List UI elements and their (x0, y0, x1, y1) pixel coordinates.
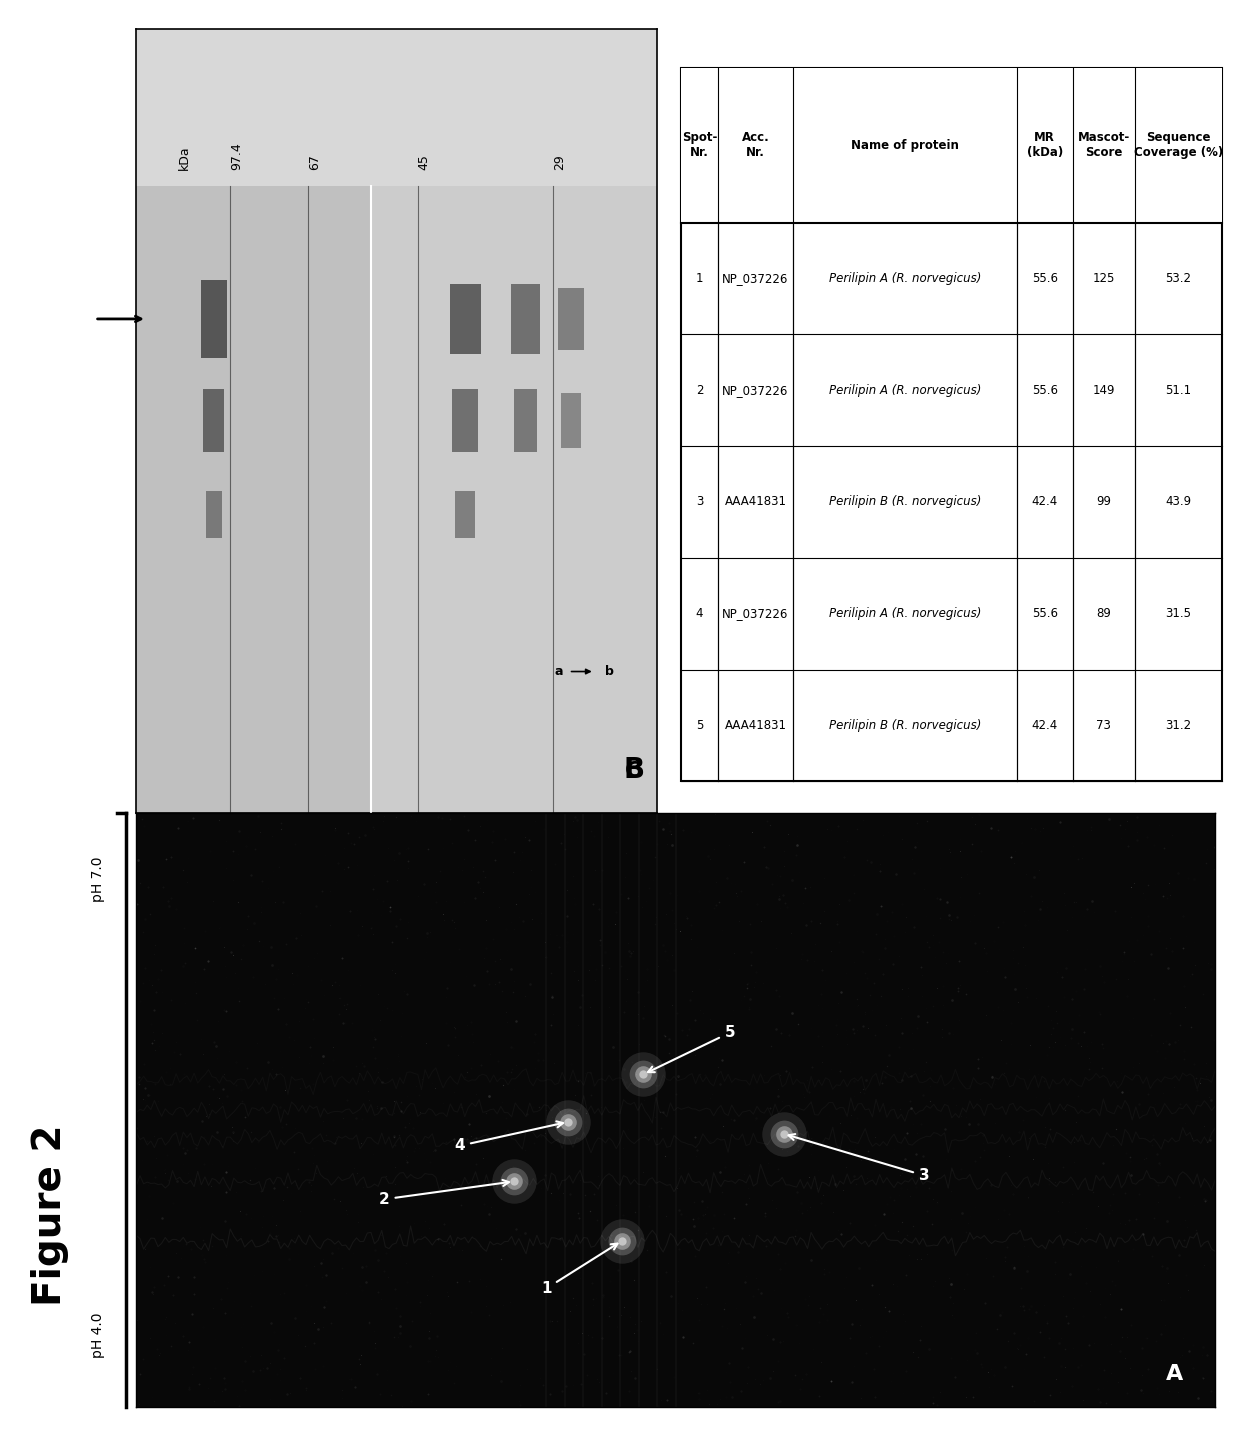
Text: 43.9: 43.9 (1166, 495, 1192, 508)
Text: Perilipin B (R. norvegicus): Perilipin B (R. norvegicus) (828, 495, 981, 508)
Text: 45: 45 (418, 154, 430, 170)
Text: AAA41831: AAA41831 (724, 495, 786, 508)
Text: kDa: kDa (179, 145, 191, 170)
Text: 3: 3 (789, 1135, 929, 1183)
Text: Perilipin A (R. norvegicus): Perilipin A (R. norvegicus) (828, 607, 981, 620)
Text: 31.2: 31.2 (1166, 718, 1192, 731)
Text: Figure 2: Figure 2 (31, 1125, 68, 1306)
Text: 125: 125 (1092, 271, 1115, 284)
Text: MR
(kDa): MR (kDa) (1027, 132, 1063, 160)
Text: 149: 149 (1092, 383, 1115, 396)
Text: Anti-fat IgG: Anti-fat IgG (247, 829, 260, 900)
Text: 29: 29 (553, 154, 565, 170)
Bar (511, 284, 539, 354)
Text: Spot-
Nr.: Spot- Nr. (682, 132, 717, 160)
Text: 42.4: 42.4 (1032, 495, 1058, 508)
Bar (562, 393, 582, 448)
Text: 2: 2 (696, 383, 703, 396)
Text: pH 7.0: pH 7.0 (92, 856, 105, 901)
Text: Acc.
Nr.: Acc. Nr. (742, 132, 769, 160)
Bar (455, 492, 475, 538)
Bar (515, 389, 537, 453)
Bar (136, 186, 371, 813)
Text: C: C (625, 762, 641, 781)
Text: 1: 1 (696, 271, 703, 284)
Bar (371, 186, 657, 813)
Text: 5: 5 (649, 1026, 735, 1072)
Text: 4: 4 (696, 607, 703, 620)
Bar (201, 280, 227, 358)
Text: 4: 4 (455, 1122, 563, 1154)
Text: pH 4.0: pH 4.0 (92, 1312, 105, 1358)
Text: Name of protein: Name of protein (851, 139, 959, 152)
Text: NP_037226: NP_037226 (722, 271, 789, 284)
Text: AAA41831: AAA41831 (724, 718, 786, 731)
Text: Anti-perilipin: Anti-perilipin (507, 829, 521, 908)
Text: 99: 99 (1096, 495, 1111, 508)
Text: 89: 89 (1096, 607, 1111, 620)
Text: Sequence
Coverage (%): Sequence Coverage (%) (1133, 132, 1223, 160)
Text: 55.6: 55.6 (1032, 383, 1058, 396)
Text: b: b (605, 665, 614, 678)
Text: Mascot-
Score: Mascot- Score (1078, 132, 1130, 160)
Bar (681, 68, 1221, 222)
Text: 31.5: 31.5 (1166, 607, 1192, 620)
Text: 55.6: 55.6 (1032, 607, 1058, 620)
Text: 67: 67 (309, 154, 321, 170)
Text: 51.1: 51.1 (1166, 383, 1192, 396)
Text: 97.4: 97.4 (231, 142, 243, 170)
Bar (203, 389, 224, 453)
Text: Perilipin A (R. norvegicus): Perilipin A (R. norvegicus) (828, 383, 981, 396)
Text: 5: 5 (696, 718, 703, 731)
Text: 42.4: 42.4 (1032, 718, 1058, 731)
Text: NP_037226: NP_037226 (722, 607, 789, 620)
Text: A: A (1166, 1364, 1183, 1384)
Bar (558, 287, 584, 350)
Bar (453, 389, 479, 453)
Text: 1: 1 (541, 1244, 618, 1296)
Text: 3: 3 (696, 495, 703, 508)
Text: 53.2: 53.2 (1166, 271, 1192, 284)
Text: B: B (624, 756, 645, 784)
Text: a: a (556, 665, 563, 678)
Text: 73: 73 (1096, 718, 1111, 731)
Bar (450, 284, 481, 354)
Text: 55.6: 55.6 (1032, 271, 1058, 284)
Bar (206, 492, 222, 538)
Text: NP_037226: NP_037226 (722, 383, 789, 396)
Text: Perilipin A (R. norvegicus): Perilipin A (R. norvegicus) (828, 271, 981, 284)
Text: 2: 2 (379, 1180, 508, 1207)
Text: Perilipin B (R. norvegicus): Perilipin B (R. norvegicus) (828, 718, 981, 731)
